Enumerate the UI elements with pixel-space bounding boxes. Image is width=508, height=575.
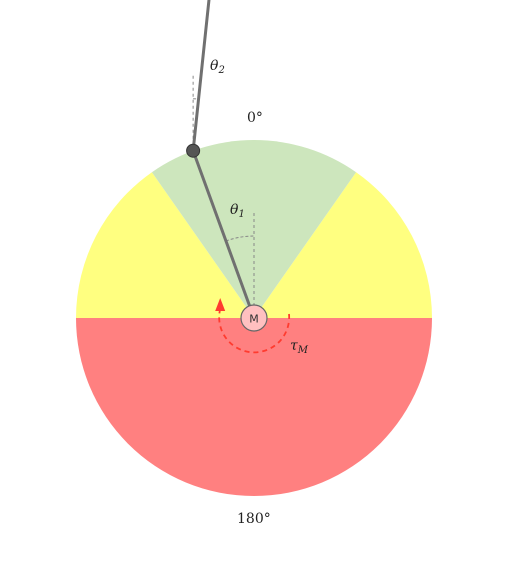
red-zone: [76, 318, 432, 496]
theta2-label: θ2: [210, 58, 225, 76]
yellow-zone-right: [254, 172, 432, 318]
middle-joint: [186, 143, 201, 158]
green-zone: [151, 139, 357, 318]
theta1-label: θ1: [230, 202, 245, 220]
pendulum-link-2: [191, 0, 211, 153]
bottom-angle-label: 180°: [237, 511, 271, 527]
motor-label: M: [249, 313, 259, 326]
yellow-zone-left: [76, 172, 254, 318]
pendulum-link-1: [191, 149, 256, 320]
torque-arrow-head: [215, 297, 226, 311]
torque-label: τM: [290, 338, 309, 356]
motor-circle: [240, 304, 268, 332]
top-angle-label: 0°: [247, 110, 263, 126]
